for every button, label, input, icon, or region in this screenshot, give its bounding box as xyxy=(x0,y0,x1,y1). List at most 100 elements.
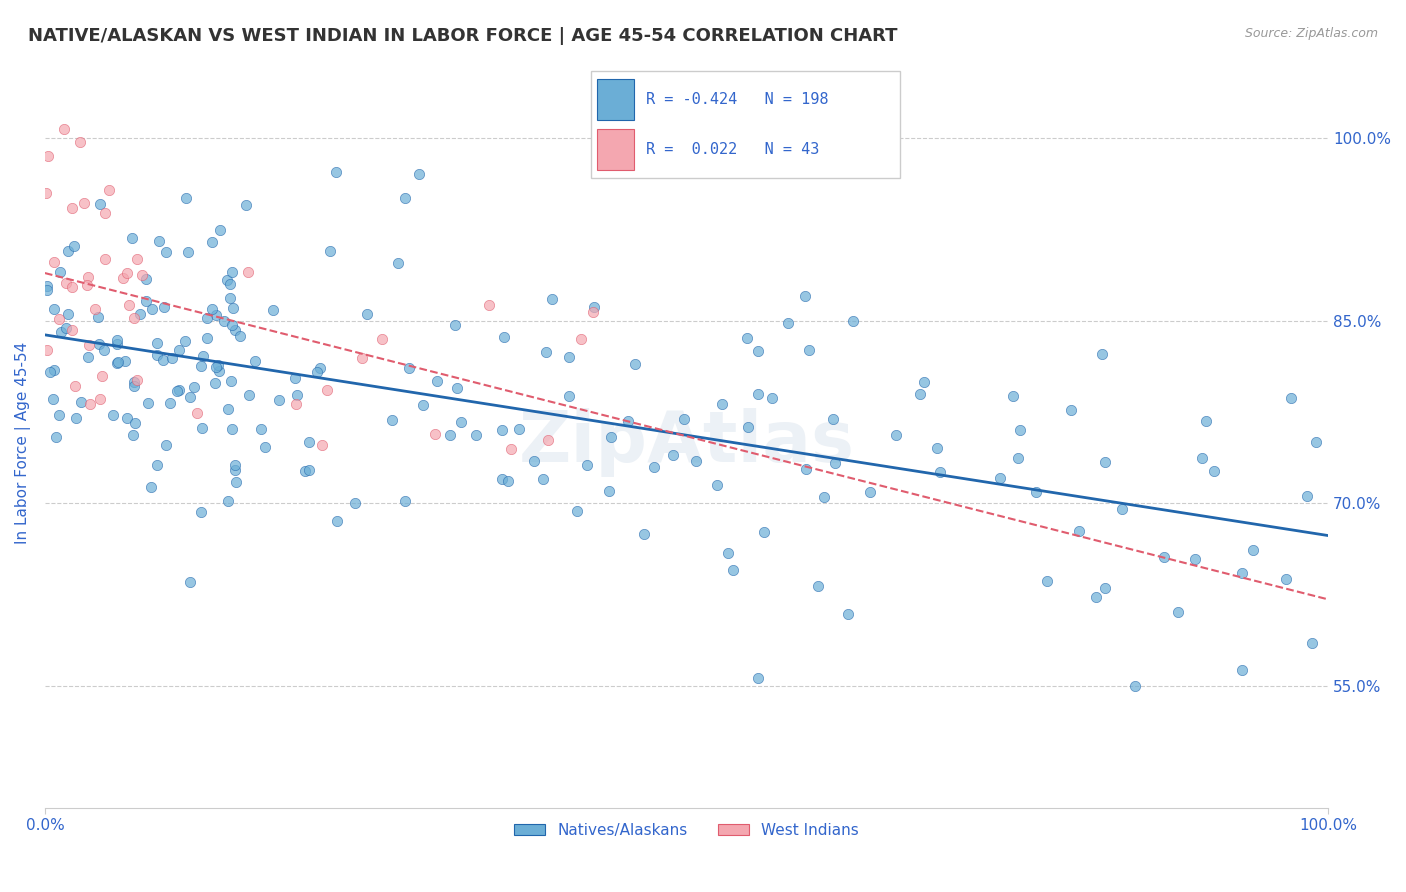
Natives/Alaskans xyxy=(776,316,799,330)
Natives/Alaskans xyxy=(1025,484,1047,499)
West Indians xyxy=(569,332,592,346)
Natives/Alaskans xyxy=(48,408,70,422)
Natives/Alaskans xyxy=(128,307,150,321)
Natives/Alaskans xyxy=(408,167,430,181)
Natives/Alaskans xyxy=(794,462,817,476)
Natives/Alaskans xyxy=(1060,403,1083,417)
Natives/Alaskans xyxy=(356,307,378,321)
Natives/Alaskans xyxy=(122,375,145,389)
Natives/Alaskans xyxy=(285,387,308,401)
West Indians xyxy=(55,277,77,291)
Natives/Alaskans xyxy=(491,423,513,437)
Natives/Alaskans xyxy=(221,422,243,436)
Natives/Alaskans xyxy=(662,448,685,462)
Natives/Alaskans xyxy=(179,575,201,590)
Natives/Alaskans xyxy=(169,383,191,397)
Natives/Alaskans xyxy=(536,345,558,359)
Natives/Alaskans xyxy=(190,420,212,434)
Natives/Alaskans xyxy=(672,412,695,426)
Natives/Alaskans xyxy=(1001,389,1024,403)
West Indians xyxy=(371,332,394,346)
Natives/Alaskans xyxy=(717,546,740,560)
Natives/Alaskans xyxy=(136,396,159,410)
Natives/Alaskans xyxy=(122,379,145,393)
Natives/Alaskans xyxy=(1094,455,1116,469)
Natives/Alaskans xyxy=(1305,435,1327,450)
Natives/Alaskans xyxy=(65,411,87,425)
Natives/Alaskans xyxy=(167,343,190,357)
West Indians xyxy=(90,368,112,383)
West Indians xyxy=(122,311,145,326)
West Indians xyxy=(76,277,98,292)
Natives/Alaskans xyxy=(225,475,247,489)
Natives/Alaskans xyxy=(624,357,647,371)
Natives/Alaskans xyxy=(761,391,783,405)
FancyBboxPatch shape xyxy=(596,78,634,120)
West Indians xyxy=(60,280,83,294)
Natives/Alaskans xyxy=(183,380,205,394)
Natives/Alaskans xyxy=(1167,605,1189,619)
West Indians xyxy=(62,323,84,337)
Text: R =  0.022   N = 43: R = 0.022 N = 43 xyxy=(647,142,820,157)
Natives/Alaskans xyxy=(190,505,212,519)
Natives/Alaskans xyxy=(928,466,950,480)
Natives/Alaskans xyxy=(1204,464,1226,478)
Natives/Alaskans xyxy=(737,420,759,434)
West Indians xyxy=(236,265,259,279)
Natives/Alaskans xyxy=(394,191,416,205)
Natives/Alaskans xyxy=(105,337,128,351)
Natives/Alaskans xyxy=(1279,391,1302,405)
Natives/Alaskans xyxy=(221,264,243,278)
West Indians xyxy=(115,266,138,280)
Natives/Alaskans xyxy=(152,352,174,367)
Natives/Alaskans xyxy=(176,191,198,205)
Natives/Alaskans xyxy=(195,331,218,345)
West Indians xyxy=(118,298,141,312)
West Indians xyxy=(97,183,120,197)
Natives/Alaskans xyxy=(1111,502,1133,516)
Natives/Alaskans xyxy=(1230,663,1253,677)
Natives/Alaskans xyxy=(821,412,844,426)
West Indians xyxy=(537,433,560,447)
Natives/Alaskans xyxy=(77,350,100,364)
Natives/Alaskans xyxy=(155,438,177,452)
Natives/Alaskans xyxy=(837,607,859,621)
Natives/Alaskans xyxy=(925,442,948,456)
Natives/Alaskans xyxy=(842,314,865,328)
Natives/Alaskans xyxy=(105,333,128,347)
West Indians xyxy=(94,252,117,266)
Natives/Alaskans xyxy=(160,351,183,366)
Natives/Alaskans xyxy=(583,300,606,314)
Text: ZipAtlas: ZipAtlas xyxy=(519,409,855,477)
West Indians xyxy=(284,397,307,411)
Natives/Alaskans xyxy=(190,359,212,373)
Natives/Alaskans xyxy=(63,239,86,253)
Natives/Alaskans xyxy=(89,197,111,211)
Y-axis label: In Labor Force | Age 45-54: In Labor Force | Age 45-54 xyxy=(15,342,31,544)
Natives/Alaskans xyxy=(146,348,169,362)
West Indians xyxy=(423,427,446,442)
Natives/Alaskans xyxy=(107,354,129,368)
West Indians xyxy=(315,383,337,397)
Natives/Alaskans xyxy=(253,440,276,454)
Natives/Alaskans xyxy=(576,458,599,473)
Natives/Alaskans xyxy=(146,336,169,351)
Natives/Alaskans xyxy=(262,303,284,318)
Natives/Alaskans xyxy=(39,366,62,380)
West Indians xyxy=(112,271,135,285)
Natives/Alaskans xyxy=(1184,552,1206,566)
Natives/Alaskans xyxy=(523,454,546,468)
Natives/Alaskans xyxy=(1301,636,1323,650)
Natives/Alaskans xyxy=(37,283,59,297)
Natives/Alaskans xyxy=(224,463,246,477)
West Indians xyxy=(501,442,523,456)
West Indians xyxy=(186,406,208,420)
Natives/Alaskans xyxy=(381,413,404,427)
West Indians xyxy=(93,205,115,219)
Natives/Alaskans xyxy=(1067,524,1090,539)
Natives/Alaskans xyxy=(115,410,138,425)
Natives/Alaskans xyxy=(224,458,246,472)
Natives/Alaskans xyxy=(721,563,744,577)
Natives/Alaskans xyxy=(309,361,332,376)
West Indians xyxy=(69,135,91,149)
